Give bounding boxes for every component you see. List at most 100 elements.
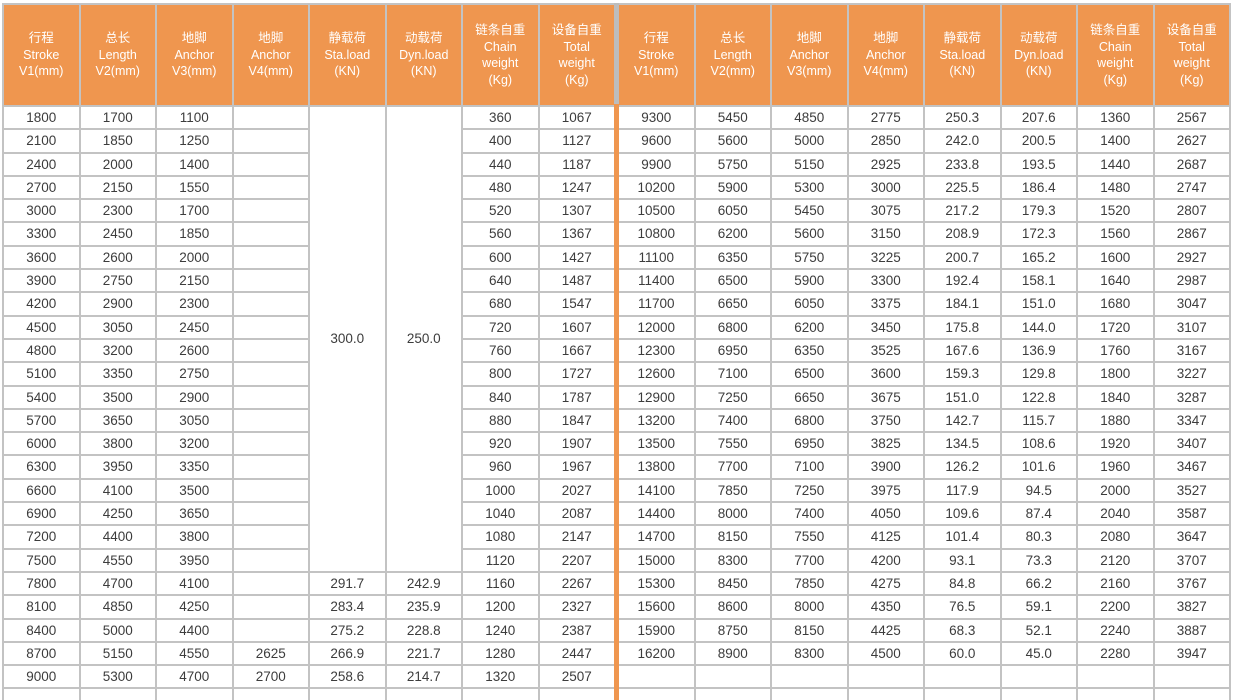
table-row: 9900 5750 5150 2925 233.8 193.5 1440 2687: [619, 153, 1229, 175]
cell-length-v2: 5000: [80, 619, 155, 641]
cell-sta-load: 208.9: [925, 223, 1000, 245]
cell-anchor-v3: 1100: [157, 107, 232, 129]
header-line: V1(mm): [634, 64, 679, 79]
table-row: 5400 3500 2900 840 1787: [4, 386, 614, 408]
cell-stroke-v1: 2400: [4, 153, 79, 175]
empty-cell: [157, 689, 232, 700]
cell-length-v2: 3500: [80, 386, 155, 408]
cell-length-v2: 8150: [695, 526, 770, 548]
cell-length-v2: 3050: [80, 316, 155, 338]
cell-anchor-v3: 5300: [772, 176, 847, 199]
cell-length-v2: 4700: [80, 572, 155, 595]
cell-stroke-v1: 11100: [619, 246, 694, 269]
cell-chain-weight: 2120: [1078, 549, 1153, 571]
cell-stroke-v1: 12000: [619, 316, 694, 338]
table-row: 14400 8000 7400 4050 109.6 87.4 2040 3587: [619, 503, 1229, 525]
cell-length-v2: 7700: [695, 456, 770, 478]
cell-chain-weight: 880: [463, 409, 538, 432]
header-line: (Kg): [1179, 72, 1204, 87]
cell-chain-weight: 1080: [463, 526, 538, 548]
cell-length-v2: 5450: [695, 107, 770, 129]
cell-length-v2: 3800: [80, 433, 155, 455]
cell-total-weight: 3287: [1154, 386, 1229, 408]
cell-stroke-v1: 12900: [619, 386, 694, 408]
cell-chain-weight: 1640: [1078, 270, 1153, 292]
cell-total-weight: 2387: [539, 619, 614, 641]
header-line: Dyn.load: [399, 47, 449, 62]
header-cell-sta-load: 静载荷 Sta.load (KN): [925, 5, 1000, 105]
cell-chain-weight: 1520: [1078, 200, 1153, 222]
cell-stroke-v1: 6300: [4, 456, 79, 478]
cell-anchor-v3: 3500: [157, 479, 232, 502]
cell-sta-load: 258.6: [310, 666, 385, 688]
cell-stroke-v1: 16200: [619, 642, 694, 665]
cell-stroke-v1: 1800: [4, 107, 79, 129]
cell-chain-weight: 1560: [1078, 223, 1153, 245]
table-row: 11100 6350 5750 3225 200.7 165.2 1600 2927: [619, 246, 1229, 269]
header-row: 行程 Stroke V1(mm) 总长 Length V2(mm) 地脚 Anchor V3(m…: [4, 5, 614, 105]
cell-anchor-v3: 3200: [157, 433, 232, 455]
cell-stroke-v1: 14100: [619, 479, 694, 502]
header-line: 地脚: [873, 31, 899, 46]
cell-anchor-v4: 3750: [848, 409, 923, 432]
cell-chain-weight: 480: [463, 176, 538, 199]
cell-chain-weight: 1120: [463, 549, 538, 571]
cell-length-v2: 6950: [695, 339, 770, 362]
header-line: Chain: [1098, 39, 1132, 54]
header-cell-total-weight: 设备自重 Total weight (Kg): [1154, 5, 1229, 105]
cell-anchor-v3: 2750: [157, 363, 232, 385]
cell-anchor-v4: [233, 339, 308, 362]
header-line: 设备自重: [551, 23, 602, 37]
partial-clipped-row: [619, 689, 1229, 700]
cell-anchor-v4: 4425: [848, 619, 923, 641]
cell-stroke-v1: 12300: [619, 339, 694, 362]
cell-stroke-v1: 14400: [619, 503, 694, 525]
table-row: 13200 7400 6800 3750 142.7 115.7 1880 3347: [619, 409, 1229, 432]
header-line: Dyn.load: [1014, 47, 1064, 62]
header-line: 总长: [720, 31, 746, 46]
header-cell-stroke-v1: 行程 Stroke V1(mm): [4, 5, 79, 105]
cell-length-v2: 1850: [80, 130, 155, 152]
cell-anchor-v4: [233, 316, 308, 338]
cell-stroke-v1: 2100: [4, 130, 79, 152]
partial-clipped-row: [4, 689, 614, 700]
header-line: 总长: [105, 31, 131, 46]
empty-cell: [463, 689, 538, 700]
header-line: V4(mm): [863, 64, 908, 79]
cell-total-weight: 1067: [539, 107, 614, 129]
header-line: 地脚: [181, 31, 207, 46]
cell-anchor-v4: 3525: [848, 339, 923, 362]
header-line: 静载荷: [328, 31, 366, 46]
cell-total-weight: 2567: [1154, 107, 1229, 129]
cell-anchor-v4: [233, 223, 308, 245]
header-cell-length-v2: 总长 Length V2(mm): [80, 5, 155, 105]
cell-dyn-load: 59.1: [1001, 596, 1076, 618]
cell-anchor-v4: [848, 666, 923, 688]
cell-total-weight: 2087: [539, 503, 614, 525]
cell-chain-weight: 2000: [1078, 479, 1153, 502]
cell-anchor-v4: 3225: [848, 246, 923, 269]
cell-sta-load: 101.4: [925, 526, 1000, 548]
cell-anchor-v4: [233, 409, 308, 432]
header-line: (Kg): [488, 72, 513, 87]
cell-anchor-v3: 8300: [772, 642, 847, 665]
cell-stroke-v1: 8700: [4, 642, 79, 665]
cell-length-v2: 8000: [695, 503, 770, 525]
cell-length-v2: 7250: [695, 386, 770, 408]
cell-chain-weight: 640: [463, 270, 538, 292]
cell-anchor-v4: 2850: [848, 130, 923, 152]
cell-length-v2: 4400: [80, 526, 155, 548]
cell-anchor-v3: 7700: [772, 549, 847, 571]
header-line: 地脚: [796, 31, 822, 46]
cell-chain-weight: 1600: [1078, 246, 1153, 269]
cell-anchor-v3: 7400: [772, 503, 847, 525]
cell-stroke-v1: 4800: [4, 339, 79, 362]
cell-anchor-v4: 3375: [848, 293, 923, 315]
cell-dyn-load: 80.3: [1001, 526, 1076, 548]
cell-anchor-v4: [233, 456, 308, 478]
cell-total-weight: 3347: [1154, 409, 1229, 432]
table-row: 16200 8900 8300 4500 60.0 45.0 2280 3947: [619, 642, 1229, 665]
cell-anchor-v3: 2150: [157, 270, 232, 292]
cell-anchor-v4: [233, 526, 308, 548]
cell-anchor-v3: 7250: [772, 479, 847, 502]
